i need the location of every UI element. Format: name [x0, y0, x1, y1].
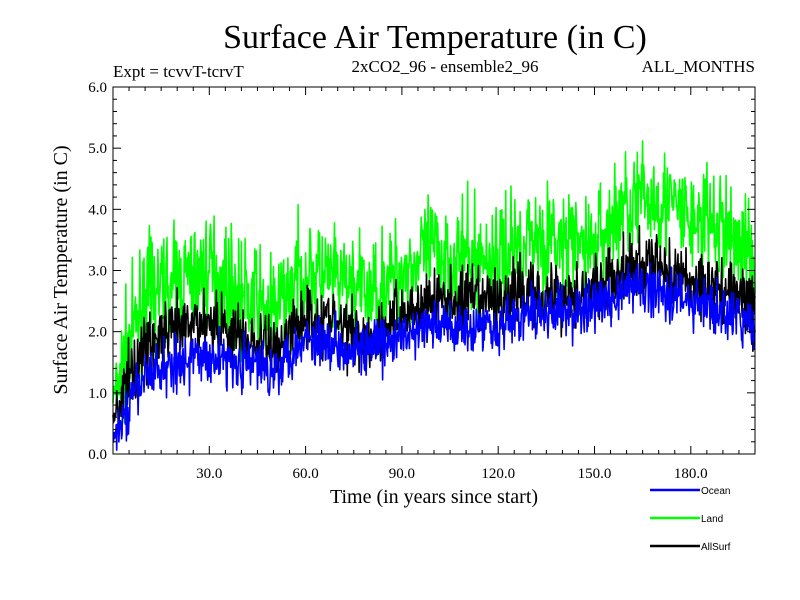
y-tick-label: 5.0 [88, 141, 107, 157]
y-axis-label: Surface Air Temperature (in C) [50, 145, 72, 394]
x-tick-label: 60.0 [292, 466, 318, 482]
chart-subtitle-left: Expt = tcvvT-tcrvT [113, 62, 244, 81]
y-tick-label: 6.0 [88, 80, 107, 96]
series-line-land [112, 140, 756, 424]
x-tick-label: 90.0 [389, 466, 415, 482]
y-tick-label: 0.0 [88, 447, 107, 463]
x-tick-label: 180.0 [674, 466, 708, 482]
y-tick-label: 4.0 [88, 202, 107, 218]
chart-title: Surface Air Temperature (in C) [223, 19, 647, 56]
x-tick-label: 120.0 [481, 466, 515, 482]
legend: Ocean Land AllSurf [650, 486, 731, 553]
legend-label-ocean: Ocean [701, 486, 730, 497]
y-tick-label: 1.0 [88, 386, 107, 402]
series-layer [112, 140, 756, 451]
x-tick-label: 150.0 [578, 466, 612, 482]
legend-label-allsurf: AllSurf [701, 542, 731, 553]
chart-subtitle-right: ALL_MONTHS [642, 57, 755, 76]
y-tick-label: 3.0 [88, 264, 107, 280]
axes-layer: 30.0 60.0 90.0 120.0 150.0 180.0 0.0 1.0 2.0 3.0 4… [88, 80, 755, 482]
x-axis-label: Time (in years since start) [330, 486, 538, 508]
x-tick-label: 30.0 [196, 466, 222, 482]
series-line-ocean [112, 262, 756, 451]
legend-label-land: Land [701, 514, 723, 525]
chart-subtitle-center: 2xCO2_96 - ensemble2_96 [352, 57, 539, 76]
y-tick-label: 2.0 [88, 325, 107, 341]
